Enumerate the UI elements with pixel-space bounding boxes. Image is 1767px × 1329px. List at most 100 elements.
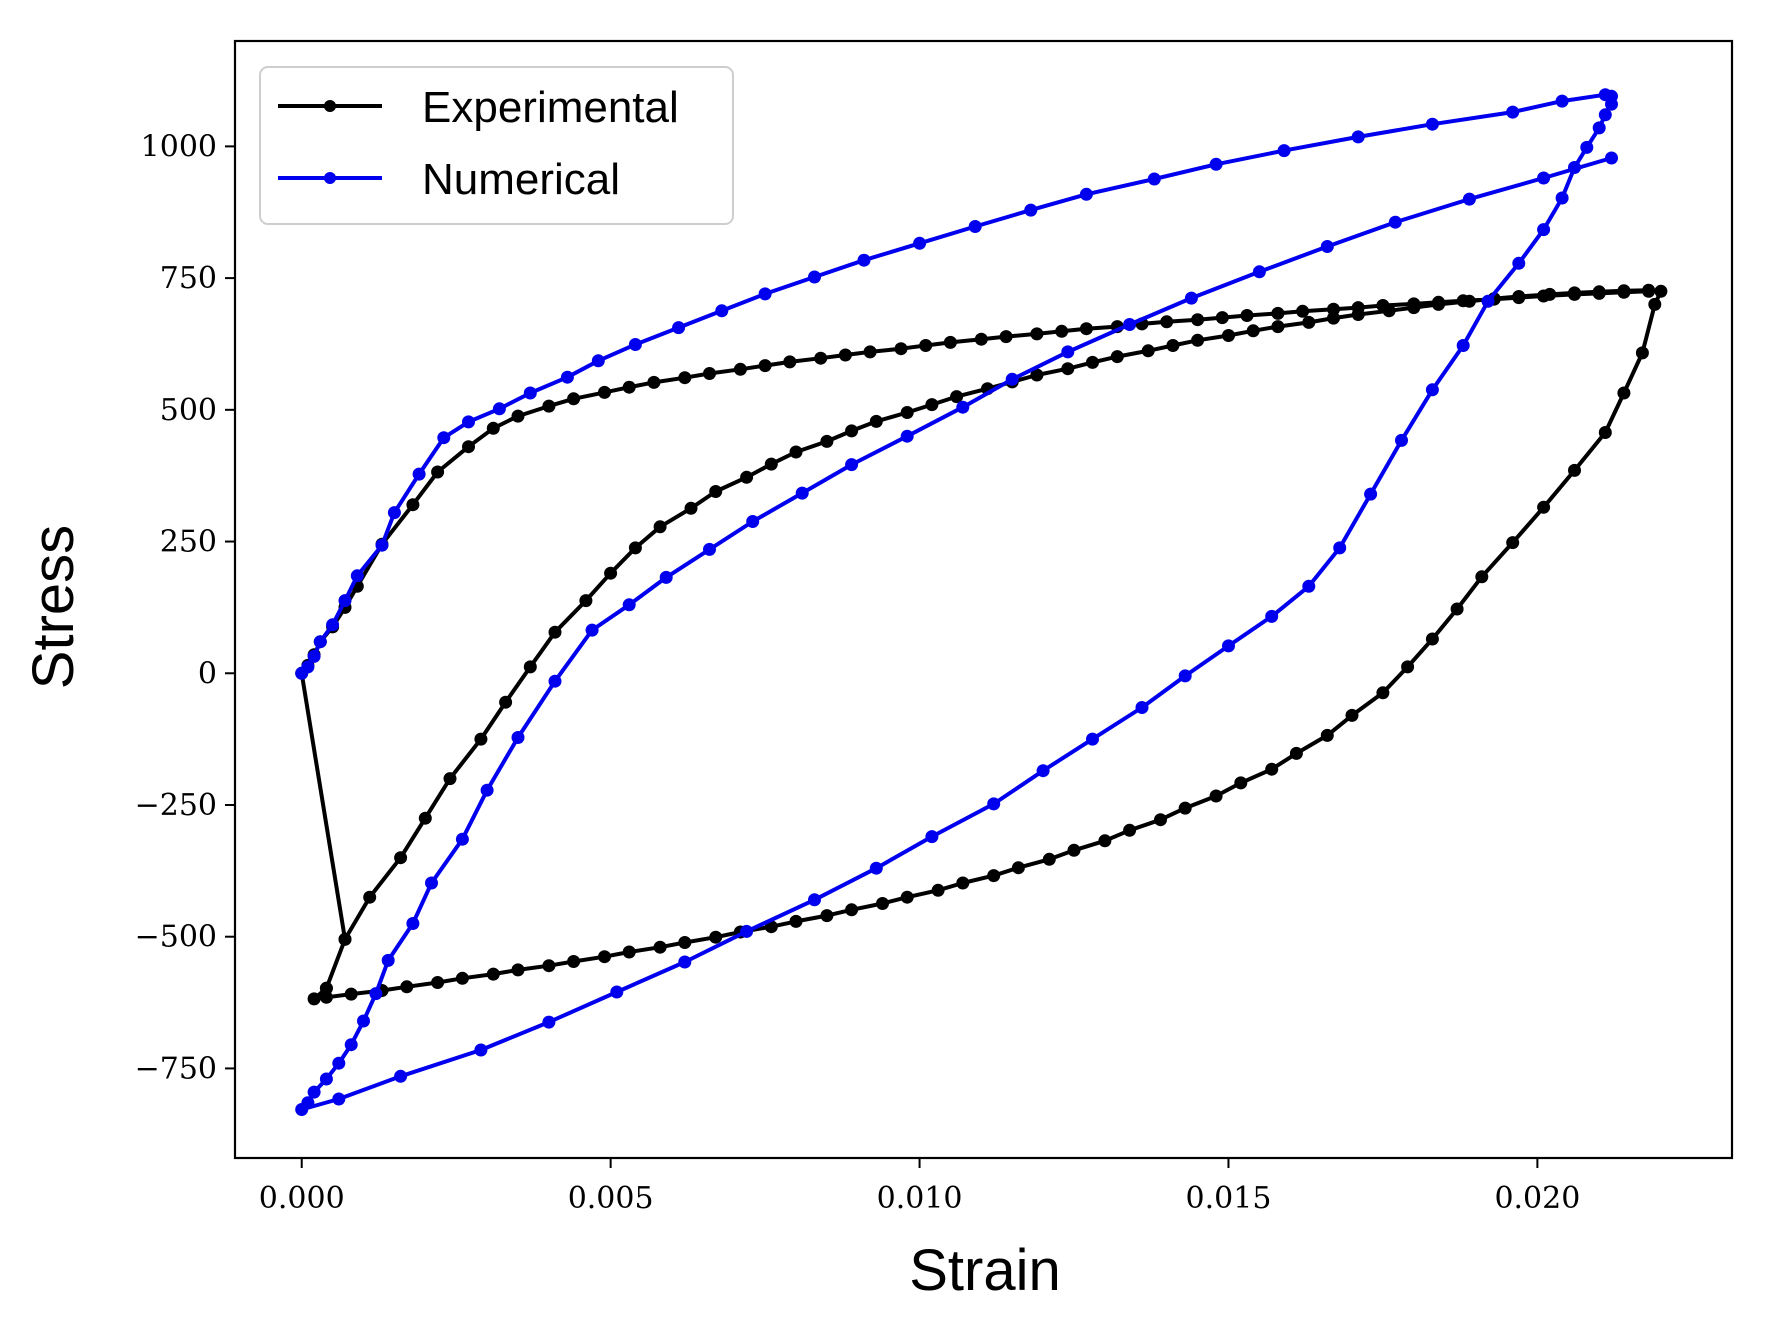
data-point-experimental — [876, 897, 889, 910]
data-point-numerical — [1537, 171, 1551, 185]
data-point-experimental — [1098, 834, 1112, 848]
data-point-numerical — [350, 569, 364, 583]
data-point-experimental — [845, 903, 859, 917]
data-point-numerical — [1388, 215, 1402, 229]
data-point-numerical — [560, 370, 574, 384]
data-point-numerical — [869, 861, 883, 875]
data-point-numerical — [369, 987, 383, 1001]
data-point-experimental — [1654, 284, 1668, 298]
data-point-numerical — [387, 506, 401, 520]
data-point-experimental — [1061, 362, 1075, 376]
x-axis-ticks: 0.000 0.005 0.010 0.015 0.020 — [259, 1158, 1580, 1216]
data-point-experimental — [1067, 843, 1081, 857]
data-point-numerical — [1005, 372, 1019, 386]
data-point-experimental — [1234, 776, 1248, 790]
data-point-numerical — [455, 832, 469, 846]
data-point-numerical — [1333, 541, 1347, 555]
data-point-experimental — [1209, 789, 1223, 803]
data-point-experimental — [1110, 350, 1124, 364]
data-point-numerical — [1209, 157, 1223, 171]
data-point-numerical — [1364, 487, 1378, 501]
y-tick-label: 750 — [160, 261, 217, 296]
data-point-numerical — [1537, 223, 1551, 237]
data-point-experimental — [307, 992, 321, 1006]
data-point-numerical — [301, 660, 315, 674]
data-point-numerical — [703, 542, 716, 556]
x-tick-label: 0.020 — [1494, 1181, 1580, 1216]
data-point-numerical — [1506, 105, 1520, 119]
data-point-experimental — [1191, 333, 1205, 347]
data-point-experimental — [894, 342, 908, 356]
data-point-numerical — [808, 893, 821, 907]
y-tick-label: 1000 — [141, 129, 217, 164]
data-point-numerical — [394, 1069, 408, 1083]
data-point-experimental — [1351, 301, 1365, 315]
data-point-experimental — [319, 990, 333, 1004]
data-point-numerical — [1184, 291, 1198, 305]
data-point-experimental — [733, 362, 747, 376]
data-point-numerical — [1147, 172, 1161, 186]
data-point-numerical — [437, 431, 451, 445]
data-point-experimental — [1512, 291, 1526, 305]
data-point-experimental — [1178, 801, 1192, 815]
data-point-numerical — [1252, 265, 1266, 279]
data-point-numerical — [678, 955, 692, 969]
data-point-experimental — [900, 406, 914, 419]
data-point-experimental — [919, 339, 933, 352]
data-point-experimental — [474, 732, 488, 746]
data-point-experimental — [1327, 302, 1340, 316]
data-point-experimental — [1568, 463, 1581, 477]
data-point-experimental — [579, 594, 593, 608]
data-point-numerical — [313, 635, 327, 649]
data-point-numerical — [585, 623, 599, 637]
data-point-experimental — [598, 385, 611, 399]
data-point-numerical — [462, 415, 475, 429]
data-point-numerical — [357, 1014, 370, 1028]
data-point-numerical — [326, 618, 340, 632]
data-point-experimental — [1166, 339, 1180, 352]
data-point-numerical — [746, 515, 760, 528]
data-point-numerical — [1135, 701, 1149, 714]
data-point-numerical — [1277, 144, 1291, 158]
data-point-experimental — [1160, 315, 1174, 329]
data-point-experimental — [1456, 294, 1470, 308]
data-point-experimental — [1055, 324, 1069, 338]
data-point-experimental — [1617, 386, 1631, 400]
data-point-numerical — [1598, 108, 1612, 122]
data-point-numerical — [740, 924, 754, 938]
data-point-experimental — [653, 520, 667, 534]
y-tick-label: −250 — [135, 788, 217, 823]
data-point-experimental — [1086, 355, 1099, 369]
data-point-experimental — [1475, 570, 1489, 584]
data-point-numerical — [375, 538, 389, 552]
data-point-experimental — [1079, 322, 1093, 336]
data-point-experimental — [622, 380, 636, 394]
data-point-experimental — [931, 883, 945, 897]
data-point-experimental — [499, 695, 513, 709]
data-point-experimental — [431, 465, 445, 479]
data-point-experimental — [486, 967, 500, 981]
legend: Experimental Numerical — [259, 66, 734, 225]
data-point-numerical — [511, 731, 525, 744]
data-point-numerical — [622, 598, 636, 612]
data-point-numerical — [610, 985, 624, 999]
data-point-numerical — [1079, 187, 1093, 201]
x-tick-label: 0.015 — [1186, 1181, 1272, 1216]
data-point-experimental — [1327, 311, 1340, 325]
data-point-numerical — [659, 570, 673, 584]
legend-label-numerical: Numerical — [422, 155, 620, 204]
data-point-numerical — [1178, 669, 1192, 683]
data-point-numerical — [548, 674, 562, 688]
data-point-experimental — [548, 625, 562, 639]
x-tick-label: 0.010 — [877, 1181, 963, 1216]
data-point-experimental — [604, 566, 618, 580]
data-point-experimental — [1537, 289, 1551, 303]
data-point-experimental — [1030, 368, 1044, 382]
data-point-experimental — [950, 390, 964, 404]
data-point-experimental — [1042, 852, 1056, 866]
data-point-numerical — [412, 467, 426, 481]
data-point-numerical — [301, 1096, 315, 1110]
data-point-experimental — [567, 392, 581, 406]
data-point-experimental — [684, 501, 698, 515]
data-point-experimental — [974, 332, 988, 346]
